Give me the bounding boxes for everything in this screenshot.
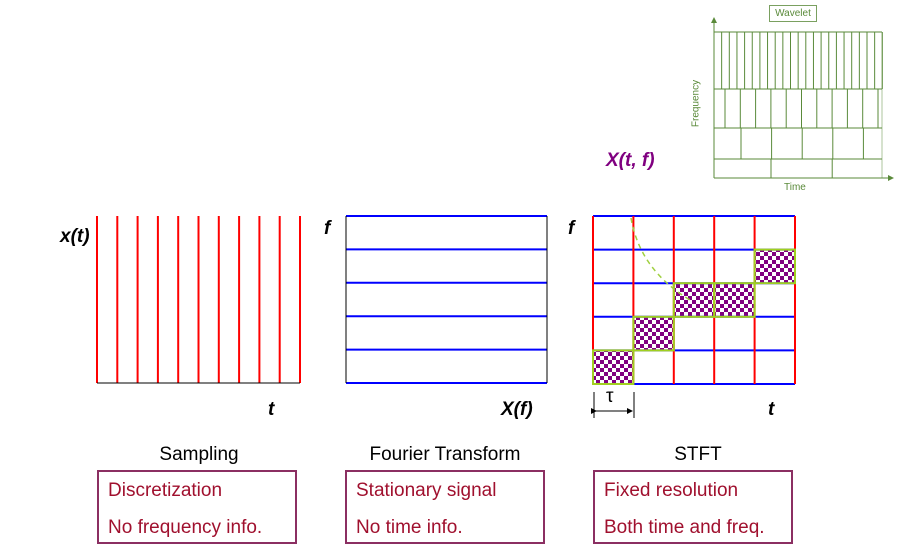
stft-cell-highlight xyxy=(754,249,795,284)
stft-cell-outline xyxy=(592,349,635,385)
wavelet-title: Wavelet xyxy=(769,5,817,22)
fourier-info-box: Stationary signal No time info. xyxy=(345,470,545,544)
sampling-info-box: Discretization No frequency info. xyxy=(97,470,297,544)
sampling-grid xyxy=(96,216,301,384)
stft-ylabel: f xyxy=(568,218,575,239)
sampling-ylabel: x(t) xyxy=(60,226,90,247)
fourier-caption: Fourier Transform xyxy=(369,444,521,465)
tau-label: τ xyxy=(606,386,614,407)
stft-cell-highlight xyxy=(714,283,755,317)
sampling-xlabel: t xyxy=(268,399,275,420)
stft-info-box: Fixed resolution Both time and freq. xyxy=(593,470,793,544)
annotation-leader xyxy=(630,217,691,301)
sampling-caption: Sampling xyxy=(159,444,239,465)
stft-cell-outline xyxy=(713,282,756,318)
fourier-xlabel: X(f) xyxy=(501,399,533,420)
stft-cell-outline xyxy=(753,248,796,285)
stft-cell-highlight xyxy=(593,350,634,384)
wavelet-grid xyxy=(711,17,894,181)
fourier-line-1: Stationary signal xyxy=(356,480,497,501)
stft-grid xyxy=(592,215,796,385)
sampling-line-1: Discretization xyxy=(108,480,223,501)
stft-line-1: Fixed resolution xyxy=(604,480,739,501)
stft-annotation: X(t, f) xyxy=(606,150,655,171)
wavelet-ylabel: Frequency xyxy=(690,79,702,128)
stft-cell-highlight xyxy=(633,316,674,351)
fourier-ylabel: f xyxy=(324,218,331,239)
stft-line-2: Both time and freq. xyxy=(604,517,765,538)
fourier-grid xyxy=(345,215,548,384)
sampling-line-2: No frequency info. xyxy=(108,517,263,538)
fourier-line-2: No time info. xyxy=(356,517,463,538)
wavelet-xlabel: Time xyxy=(784,182,806,193)
stft-caption: STFT xyxy=(674,444,722,465)
stft-cell-outline xyxy=(632,315,675,352)
stft-xlabel: t xyxy=(768,399,775,420)
stft-cell-highlight xyxy=(673,283,715,317)
